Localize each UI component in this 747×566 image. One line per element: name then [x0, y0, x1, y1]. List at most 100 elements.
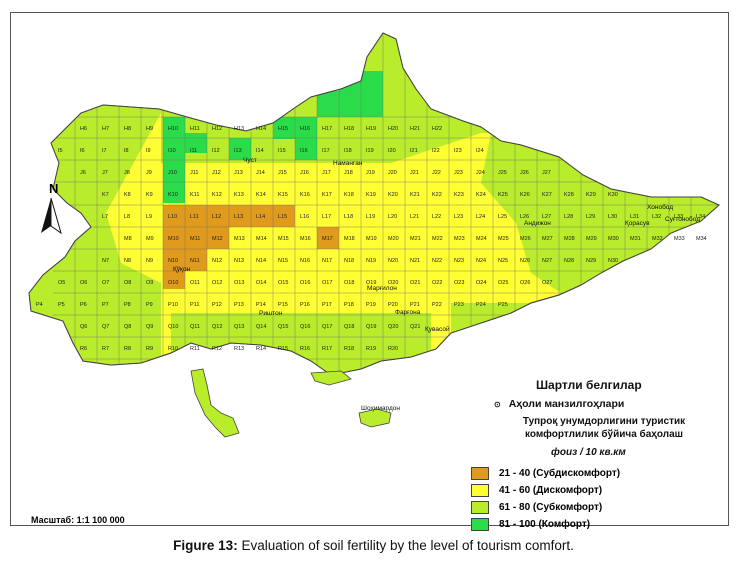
grid-cell-label: K19 — [366, 192, 376, 198]
grid-cell-label: K18 — [344, 192, 354, 198]
grid-cell-label: R20 — [388, 346, 398, 352]
grid-cell-label: J23 — [454, 170, 463, 176]
grid-cell-label: L29 — [586, 214, 595, 220]
grid-cell-label: K15 — [278, 192, 288, 198]
grid-cell-label: N10 — [168, 258, 178, 264]
grid-cell-label: K24 — [476, 192, 486, 198]
grid-cell-label: M18 — [344, 236, 355, 242]
grid-cell-label: Q7 — [102, 324, 109, 330]
grid-cell-label: K26 — [520, 192, 530, 198]
grid-cell-label: O14 — [256, 280, 266, 286]
grid-cell-label: N16 — [300, 258, 310, 264]
grid-cell-label: I23 — [454, 148, 462, 154]
grid-cell-label: P18 — [344, 302, 354, 308]
grid-cell-label: L23 — [454, 214, 463, 220]
grid-cell-label: O22 — [432, 280, 442, 286]
grid-cell-label: J26 — [520, 170, 529, 176]
grid-cell-label: M24 — [476, 236, 487, 242]
grid-cell-label: O27 — [542, 280, 552, 286]
grid-cell-label: Q12 — [212, 324, 222, 330]
grid-cell-label: I24 — [476, 148, 484, 154]
grid-cell-label: K14 — [256, 192, 266, 198]
grid-cell-label: P22 — [432, 302, 442, 308]
figure-caption: Figure 13: Evaluation of soil fertility … — [173, 538, 574, 553]
grid-cell-label: K23 — [454, 192, 464, 198]
grid-cell-label: J18 — [344, 170, 353, 176]
grid-cell-label: M13 — [234, 236, 245, 242]
grid-cell-label: J7 — [102, 170, 108, 176]
grid-cell-label: H19 — [366, 126, 376, 132]
legend-item-comfort: 81 - 100 (Комфорт) — [471, 518, 590, 531]
grid-cell-label: M12 — [212, 236, 223, 242]
grid-cell-label: M14 — [256, 236, 267, 242]
grid-cell-label: P14 — [256, 302, 266, 308]
grid-cell-label: L7 — [102, 214, 108, 220]
grid-cell-label: Q11 — [190, 324, 200, 330]
city-kokon: Қўқон — [173, 265, 190, 273]
grid-cell-label: P17 — [322, 302, 332, 308]
zone-subdiscomfort-m — [163, 227, 229, 249]
grid-cell-label: I17 — [322, 148, 330, 154]
city-xonobod: Хонобод — [647, 203, 673, 211]
grid-cell-label: L9 — [146, 214, 152, 220]
grid-cell-label: M23 — [454, 236, 465, 242]
grid-cell-label: H12 — [212, 126, 222, 132]
grid-cell-label: K21 — [410, 192, 420, 198]
grid-cell-label: H18 — [344, 126, 354, 132]
grid-cell-label: P12 — [212, 302, 222, 308]
grid-cell-label: N9 — [146, 258, 153, 264]
grid-cell-label: R12 — [212, 346, 222, 352]
grid-cell-label: K8 — [124, 192, 131, 198]
grid-cell-label: M29 — [586, 236, 597, 242]
grid-cell-label: Q9 — [146, 324, 153, 330]
grid-cell-label: M20 — [388, 236, 399, 242]
grid-cell-label: P9 — [146, 302, 153, 308]
grid-cell-label: K7 — [102, 192, 109, 198]
grid-cell-label: J21 — [410, 170, 419, 176]
grid-cell-label: Q8 — [124, 324, 131, 330]
grid-cell-label: H8 — [124, 126, 131, 132]
grid-cell-label: O9 — [146, 280, 153, 286]
grid-cell-label: L16 — [300, 214, 309, 220]
grid-cell-label: I6 — [80, 148, 85, 154]
grid-cell-label: L31 — [630, 214, 639, 220]
grid-cell-label: P15 — [278, 302, 288, 308]
grid-cell-label: P23 — [454, 302, 464, 308]
city-shohimardon: Шоҳимардон — [361, 405, 400, 412]
grid-cell-label: J19 — [366, 170, 375, 176]
grid-cell-label: P24 — [476, 302, 486, 308]
grid-cell-label: P7 — [102, 302, 109, 308]
grid-cell-label: J10 — [168, 170, 177, 176]
grid-cell-label: M11 — [190, 236, 200, 242]
grid-cell-label: J25 — [498, 170, 507, 176]
grid-cell-label: P4 — [36, 302, 43, 308]
grid-cell-label: H22 — [432, 126, 442, 132]
grid-cell-label: L22 — [432, 214, 441, 220]
grid-cell-label: P5 — [58, 302, 65, 308]
grid-cell-label: J8 — [124, 170, 130, 176]
grid-cell-label: N22 — [432, 258, 442, 264]
grid-cell-label: N15 — [278, 258, 288, 264]
grid-cell-label: R15 — [278, 346, 288, 352]
grid-cell-label: I19 — [366, 148, 374, 154]
grid-cell-label: M33 — [674, 236, 685, 242]
city-namangan: Наманган — [333, 160, 363, 167]
north-label: N — [49, 181, 59, 196]
grid-cell-label: K10 — [168, 192, 178, 198]
grid-cell-label: R7 — [102, 346, 109, 352]
grid-cell-label: O15 — [278, 280, 288, 286]
grid-cell-labels: H6 H7 H8 H9 H10 H11 H12 H13 H14 H15 H16 H17 H18 H19 H2… — [36, 126, 707, 352]
map-frame: H6 H7 H8 H9 H10 H11 H12 H13 H14 H15 H16 H17 H18 H19 H2… — [10, 12, 729, 531]
legend-swatch — [471, 518, 489, 531]
grid-cell-label: N13 — [234, 258, 244, 264]
grid-cell-label: O11 — [190, 280, 200, 286]
grid-cell-label: N20 — [388, 258, 398, 264]
grid-cell-label: J20 — [388, 170, 397, 176]
grid-cell-label: N26 — [520, 258, 530, 264]
grid-cell-label: J11 — [190, 170, 198, 176]
grid-cell-label: M9 — [146, 236, 154, 242]
grid-cell-label: I9 — [146, 148, 151, 154]
grid-cell-label: N11 — [190, 258, 200, 264]
grid-cell-label: M10 — [168, 236, 179, 242]
grid-cell-label: H10 — [168, 126, 178, 132]
